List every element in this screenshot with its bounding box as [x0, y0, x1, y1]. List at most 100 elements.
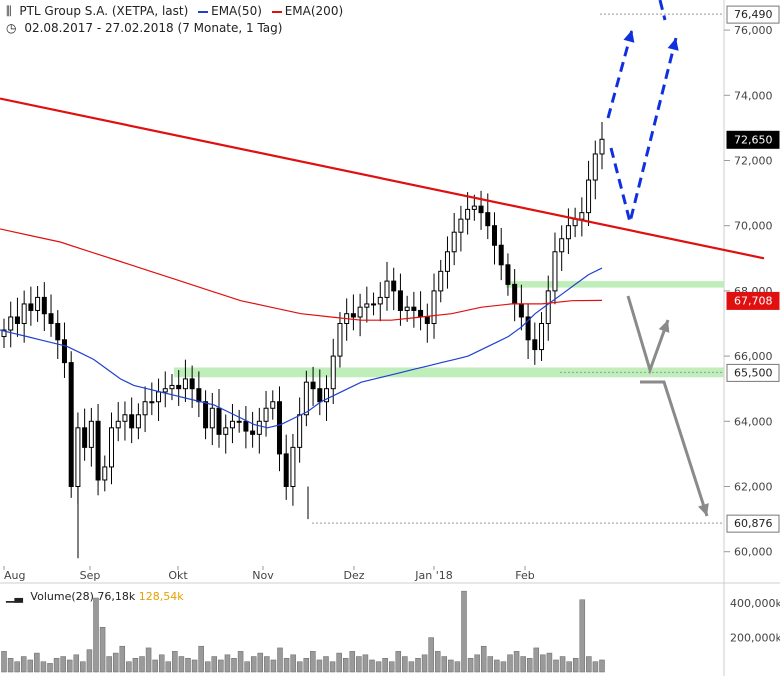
volume-bar [66, 659, 73, 673]
volume-bar [178, 656, 185, 673]
volume-bar [283, 657, 290, 673]
candle-body [498, 244, 504, 266]
volume-bar [316, 659, 323, 673]
clock-icon: ◷ [6, 21, 17, 35]
bear-arrow-down [640, 380, 709, 517]
indicator-lines [0, 13, 765, 524]
volume-bar [244, 661, 250, 673]
candle-body [216, 407, 222, 435]
ema200-legend[interactable]: EMA(200) [271, 4, 343, 18]
volume-bar [237, 651, 244, 673]
volume-bar [467, 657, 474, 673]
volume-bar [172, 651, 178, 673]
candle-body [539, 322, 545, 351]
candle-body [377, 296, 383, 305]
volume-bar [80, 661, 86, 673]
candle-body [169, 384, 175, 390]
x-tick-label: Dez [343, 569, 364, 582]
volume-bar [112, 652, 119, 673]
candle-body [586, 179, 592, 214]
candle-body [465, 208, 471, 220]
candle-body [512, 283, 518, 305]
candle-body [243, 420, 249, 432]
ema50-line [0, 267, 603, 429]
volume-bar [494, 659, 500, 673]
volume-bar [369, 659, 375, 673]
volume-header: ▁▃ Volume(28) 76,18k 128,54k [6, 590, 184, 603]
y-tick-label: 62,000 [734, 480, 773, 493]
volume-bar [546, 652, 553, 673]
y-tick-label: 76,000 [734, 24, 773, 37]
candle-body [55, 322, 61, 341]
volume-bar [139, 656, 145, 673]
x-tick-label: Sep [80, 569, 101, 582]
candle-body [337, 322, 343, 357]
price-label-box [726, 130, 780, 149]
ema200-swatch [271, 10, 282, 13]
volume-bar [388, 661, 395, 673]
y-tick-label: 70,000 [734, 220, 773, 233]
candle-body [397, 290, 403, 311]
candle-body [122, 414, 128, 422]
volume-avg-value: 128,54k [138, 590, 184, 603]
candle-body [196, 388, 202, 403]
volume-bar [342, 657, 349, 673]
volume-bar [586, 656, 592, 673]
volume-bar [99, 627, 106, 673]
candle-body [162, 388, 168, 393]
volume-bar [441, 656, 448, 673]
support-zones [174, 281, 724, 378]
candle-body [8, 316, 14, 331]
ema50-legend[interactable]: EMA(50) [198, 4, 262, 18]
candle-body [599, 138, 605, 155]
candle-body [276, 401, 282, 455]
bull-arrow-tail [658, 0, 667, 21]
candle-body [256, 420, 262, 435]
volume-bar [533, 647, 540, 673]
support-zone [174, 367, 724, 378]
candle-body [559, 238, 565, 253]
candle-body [28, 303, 34, 311]
candle-body [418, 309, 424, 318]
bull-arrow-up-head [623, 30, 635, 43]
volume-bar [14, 661, 20, 673]
volume-bar [415, 657, 421, 673]
volume-bar [277, 647, 283, 673]
volume-bar [329, 661, 336, 673]
volume-bar [303, 657, 310, 673]
candle-body [149, 401, 155, 404]
volume-bar [132, 657, 139, 673]
candle-body [68, 362, 74, 487]
candle-body [61, 339, 67, 364]
volume-bar [572, 657, 579, 673]
price-label: 76,490 [734, 8, 773, 21]
candle-body [14, 316, 20, 324]
candle-body [458, 218, 464, 233]
volume-bar [27, 659, 34, 673]
volume-bar [20, 656, 27, 673]
instrument-name: PTL Group S.A. (XETPA, last) [19, 4, 189, 18]
candle-body [357, 306, 363, 318]
period-info: (7 Monate, 1 Tag) [177, 21, 283, 35]
bull-arrow-up [606, 29, 634, 119]
volume-bar [152, 659, 158, 673]
candle-body [176, 384, 182, 390]
ema200-line [0, 228, 603, 321]
volume-bar [250, 656, 257, 673]
candle-body [95, 420, 101, 481]
candle-body [48, 313, 54, 324]
volume-bar [480, 645, 487, 673]
candle-body [444, 251, 450, 272]
candle-body [102, 466, 108, 481]
candle-body [592, 153, 598, 181]
candle-body [532, 339, 538, 351]
candle-body [424, 316, 430, 324]
x-tick-label: Nov [252, 569, 274, 582]
candle-body [579, 212, 585, 220]
candle-body [491, 225, 497, 246]
candle-body [135, 414, 141, 429]
volume-bar [73, 654, 80, 673]
price-label-box [726, 291, 780, 310]
volume-bar [204, 661, 211, 673]
